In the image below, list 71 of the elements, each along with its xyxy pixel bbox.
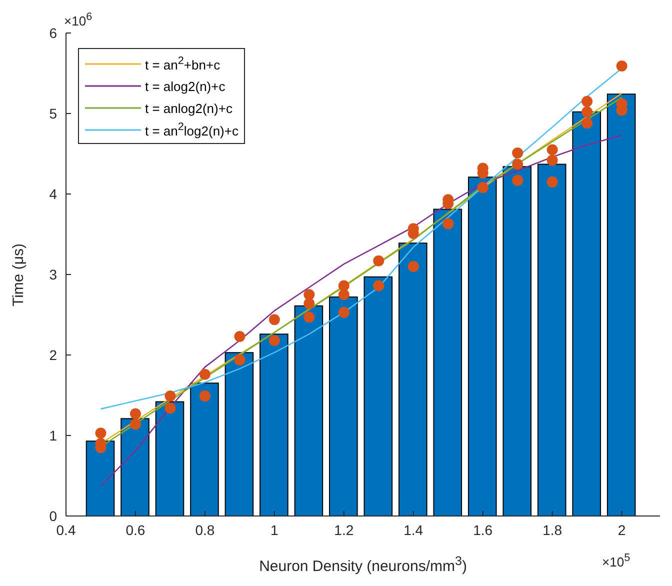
y-tick-label: 0 <box>49 508 58 524</box>
x-tick-label: 0.8 <box>195 522 215 538</box>
point <box>304 312 315 323</box>
point <box>199 390 210 402</box>
bar <box>364 276 393 516</box>
bar <box>86 440 115 516</box>
point <box>477 182 488 194</box>
point <box>338 289 350 300</box>
bar <box>537 164 566 516</box>
legend-label: t = an$^{2}$+bn+c <box>145 55 220 73</box>
point <box>373 255 384 266</box>
bar <box>433 208 462 516</box>
point <box>268 335 280 346</box>
point <box>546 176 558 188</box>
y-tick-label: 6 <box>49 24 58 41</box>
point <box>582 106 593 118</box>
y-tick-label: 3 <box>49 266 58 282</box>
x-tick-label: 1.4 <box>404 522 424 538</box>
x-tick-label: 1.6 <box>473 522 493 538</box>
point <box>234 354 246 366</box>
x-tick-label: 1.2 <box>334 522 354 538</box>
point <box>95 428 106 439</box>
bar <box>294 305 324 516</box>
bar <box>502 166 532 516</box>
bar <box>468 176 497 516</box>
text: ×10$^{5}$ <box>602 552 630 570</box>
point <box>234 330 246 342</box>
point <box>442 218 454 230</box>
point <box>512 147 524 158</box>
x-axis-title: Neuron Density (neurons/mm$^{3}$) <box>259 554 467 575</box>
y-tick-label: 5 <box>49 105 58 122</box>
bar <box>260 334 288 516</box>
point <box>304 289 315 300</box>
point <box>512 158 524 170</box>
x-tick-label: 2 <box>618 522 626 538</box>
text: ×10$^{6}$ <box>64 11 92 28</box>
y-tick-label: 2 <box>49 346 58 363</box>
bar <box>572 111 601 516</box>
point <box>130 418 141 430</box>
point <box>199 368 210 380</box>
point <box>130 408 141 420</box>
point <box>616 60 628 72</box>
point <box>164 402 176 414</box>
x-tick-label: 0.4 <box>56 522 76 538</box>
point <box>164 390 176 402</box>
x-tick-label: 1.8 <box>542 522 562 538</box>
point <box>268 314 280 326</box>
point <box>338 306 350 318</box>
y-tick-label: 1 <box>49 427 58 444</box>
bar <box>224 352 254 516</box>
y-tick-label: 4 <box>49 186 58 202</box>
point <box>373 280 384 292</box>
y-axis-title: Time (μs) <box>10 242 27 306</box>
legend-label: t = alog2(n)+c <box>145 78 226 94</box>
point <box>546 144 558 156</box>
legend-label: t = anlog2(n)+c <box>145 100 232 116</box>
point <box>512 174 524 186</box>
point <box>304 298 315 309</box>
bar <box>155 401 184 516</box>
bar <box>398 242 428 516</box>
point <box>582 118 593 129</box>
bar <box>120 418 150 516</box>
point <box>546 154 558 166</box>
bar <box>329 296 358 516</box>
point <box>582 96 593 107</box>
x-tick-label: 0.6 <box>126 522 146 538</box>
x-tick-label: 1 <box>270 522 279 538</box>
legend-label: t = an$^{2}$log2(n)+c <box>145 121 238 139</box>
bar <box>190 382 219 516</box>
point <box>408 260 419 272</box>
bar <box>606 94 636 516</box>
